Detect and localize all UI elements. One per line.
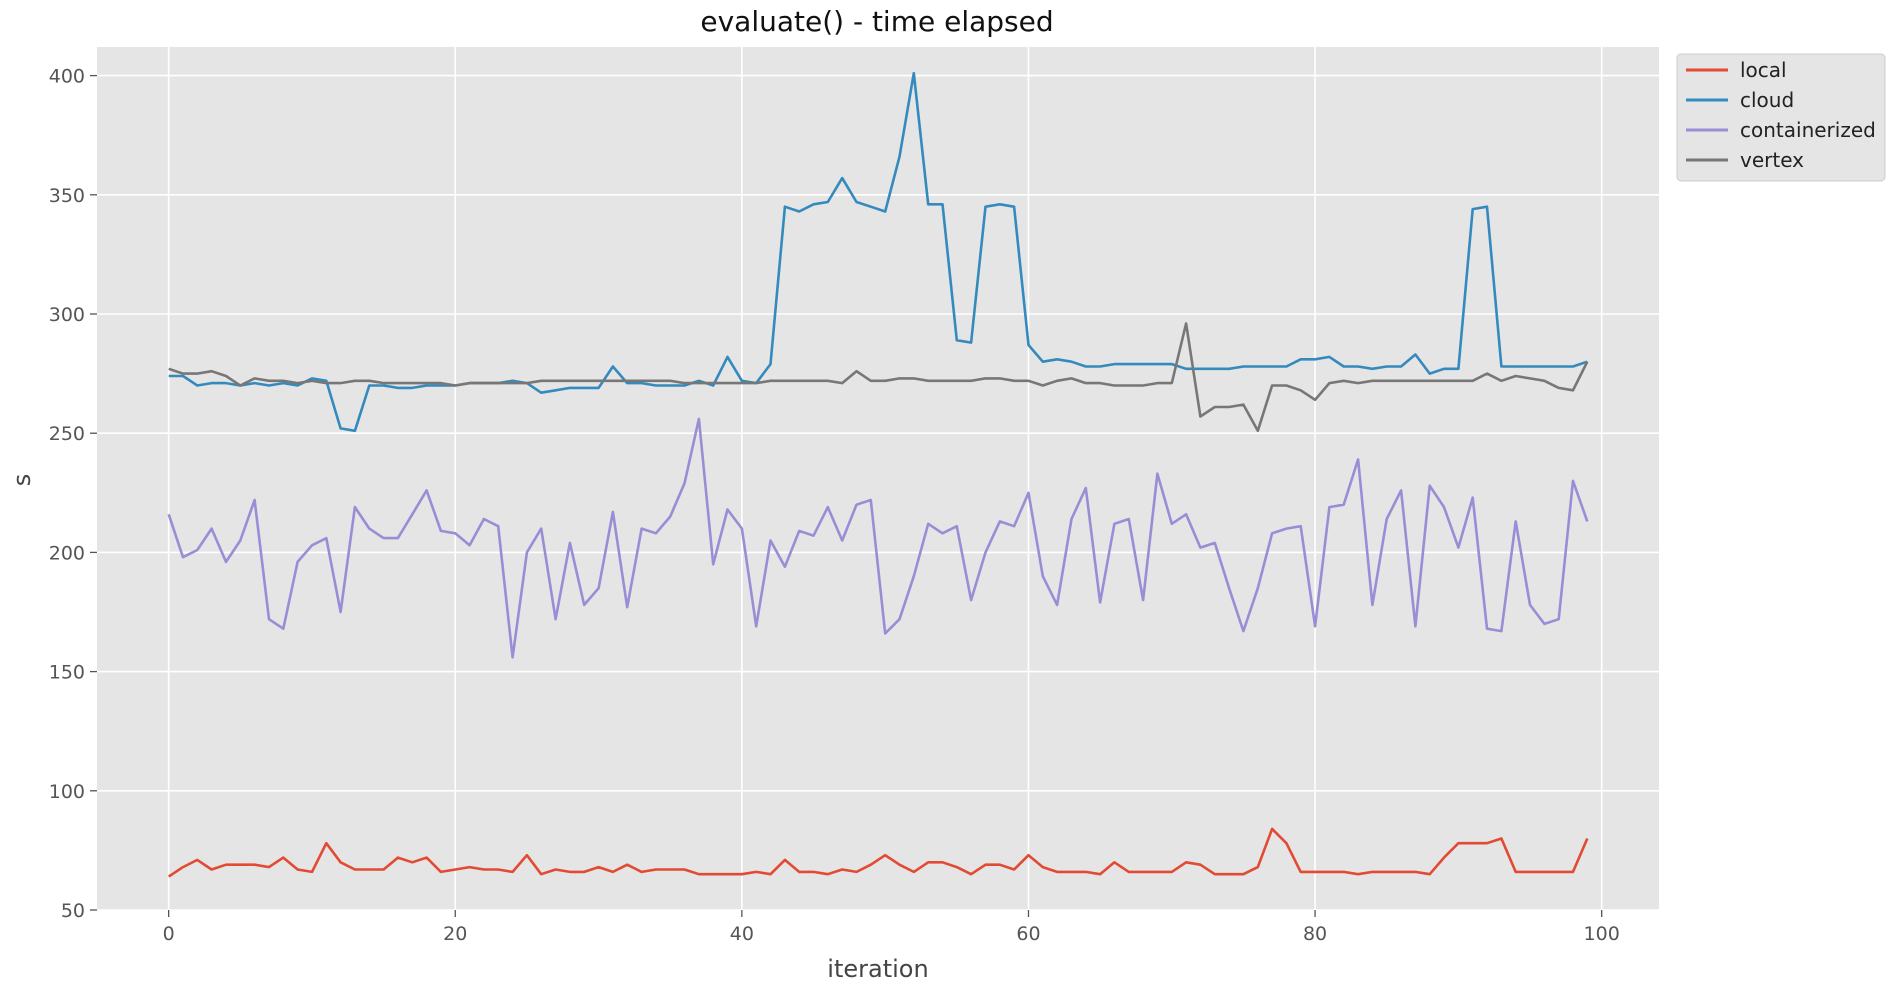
plot-area [97, 47, 1659, 910]
y-axis-label: s [8, 474, 36, 487]
legend-label-vertex: vertex [1740, 148, 1804, 172]
x-tick-label: 80 [1303, 923, 1327, 945]
x-axis-label: iteration [827, 955, 928, 983]
y-tick-label: 400 [49, 66, 85, 88]
series-line-local [167, 827, 1589, 878]
x-tick-label: 100 [1584, 923, 1620, 945]
series-lines [167, 71, 1589, 878]
x-tick-label: 20 [443, 923, 467, 945]
y-axis-ticks: 50 100 150 200 250 300 350 400 [49, 66, 97, 922]
y-tick-label: 150 [49, 662, 85, 684]
y-tick-label: 250 [49, 423, 85, 445]
legend-label-local: local [1740, 58, 1787, 82]
series-line-containerized [167, 417, 1589, 659]
legend-label-containerized: containerized [1740, 118, 1876, 142]
y-tick-label: 200 [49, 542, 85, 564]
legend-label-cloud: cloud [1740, 88, 1794, 112]
legend-box [1676, 53, 1886, 182]
x-tick-label: 60 [1016, 923, 1040, 945]
y-tick-label: 50 [61, 900, 85, 922]
y-tick-label: 100 [49, 781, 85, 803]
x-tick-label: 40 [730, 923, 754, 945]
series-line-cloud [168, 71, 1588, 433]
y-tick-label: 300 [49, 304, 85, 326]
grid-lines [97, 47, 1659, 911]
series-line-vertex [168, 322, 1589, 433]
legend: local cloud containerized vertex [1676, 53, 1886, 182]
x-axis-ticks: 0 20 40 60 80 100 [163, 910, 1620, 945]
chart-title: evaluate() - time elapsed [700, 5, 1053, 38]
y-tick-label: 350 [49, 185, 85, 207]
x-tick-label: 0 [163, 923, 175, 945]
